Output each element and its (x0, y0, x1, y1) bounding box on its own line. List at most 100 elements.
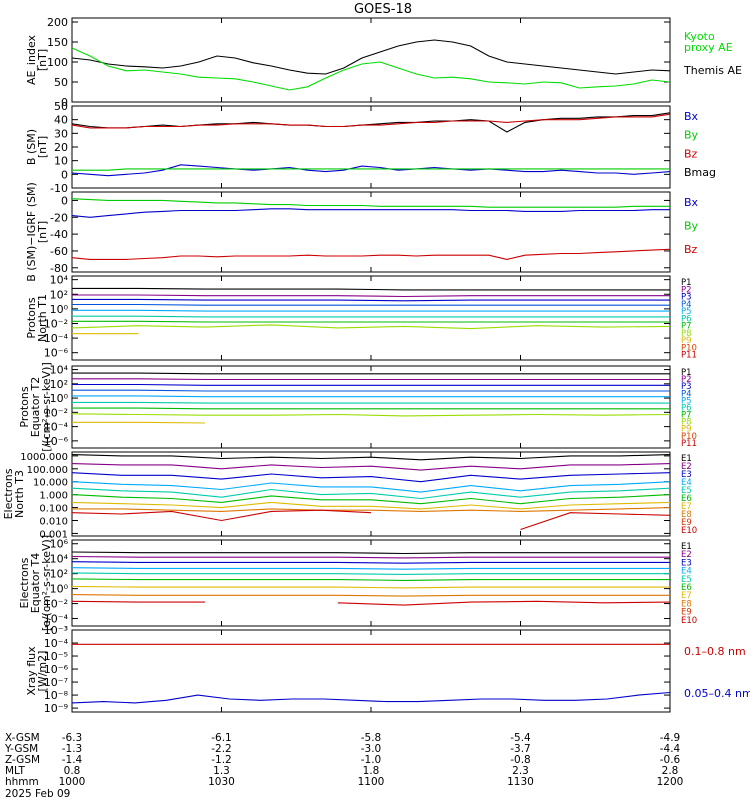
y-axis-label: AE_index (25, 34, 38, 85)
y-tick-label: 10 (54, 155, 68, 168)
footer-cell-hhmm: 1030 (208, 776, 235, 788)
legend-item: E1 (681, 454, 692, 464)
y-tick-label: 10⁶ (50, 538, 69, 551)
series-line-ee-E9 (71, 600, 671, 606)
footer-cell-y: -3.7 (510, 743, 531, 755)
series-line-pn-P4 (72, 303, 670, 306)
legend-item: E4 (681, 567, 692, 577)
legend-item: Bx (684, 110, 699, 123)
footer-cell-hhmm: 1000 (59, 776, 86, 788)
legend-item: E6 (681, 494, 692, 504)
y-axis-label: [nT] (36, 136, 49, 158)
y-axis-label: Electrons (18, 557, 31, 608)
legend-item: 0.1–0.8 nm (684, 645, 746, 658)
y-tick-label: 10² (50, 288, 68, 301)
series-line-bigrf-Bz (71, 248, 671, 260)
y-axis-label: Protons (18, 386, 31, 427)
y-tick-label: 150 (47, 36, 68, 49)
series-line-ee-E8 (71, 594, 670, 597)
legend-item: P5 (681, 396, 692, 406)
series-line-pn-P7 (72, 320, 670, 323)
series-line-pe-P8 (71, 413, 671, 417)
footer-cell-hhmm: 1130 (507, 776, 534, 788)
series-line-ee-E2 (71, 555, 670, 559)
legend-item: By (684, 220, 699, 233)
series-line-en-E1 (71, 454, 671, 461)
y-tick-label: 0.010 (39, 516, 68, 527)
y-axis-label: North T3 (13, 470, 26, 518)
y-tick-label: 10.000 (33, 478, 68, 489)
y-tick-label: 0 (61, 194, 68, 207)
y-axis-label: [nT] (36, 221, 49, 243)
footer-row-label: Z-GSM (5, 754, 40, 766)
legend-item: P2 (681, 285, 692, 295)
series-line-ae-Themis-AE (71, 39, 671, 75)
legend-item: Kyoto (684, 30, 715, 43)
legend-item: E8 (681, 599, 692, 609)
y-tick-label: 10⁻⁶ (44, 435, 69, 448)
y-tick-label: 10⁻⁶ (44, 663, 69, 676)
footer-cell-mlt: 0.8 (64, 765, 81, 777)
plot-title: GOES-18 (354, 2, 412, 17)
series-line-bsm-Bz (71, 113, 671, 129)
series-line-ee-E4 (71, 567, 670, 570)
y-tick-label: 10⁴ (50, 274, 69, 287)
series-line-pe-P1 (72, 372, 670, 375)
legend-item: P11 (681, 351, 697, 361)
series-line-pe-P4 (72, 389, 670, 392)
footer-cell-y: -3.0 (361, 743, 382, 755)
y-axis-label: Electrons (2, 468, 15, 519)
legend-item: P11 (681, 439, 697, 449)
footer-cell-x: -5.4 (510, 732, 531, 744)
legend-item: P5 (681, 307, 692, 317)
series-line-en-E7 (71, 501, 671, 510)
y-axis-label: [e/(cm²-s-sr-keV)] (40, 535, 53, 631)
y-tick-label: 10⁻³ (44, 624, 68, 637)
y-tick-label: 40 (54, 114, 68, 127)
footer-cell-hhmm: 1200 (657, 776, 684, 788)
y-tick-label: 10⁴ (50, 553, 69, 566)
series-line-ee-E7 (71, 585, 670, 589)
panel-frame (71, 365, 671, 449)
footer-cell-x: -4.9 (660, 732, 681, 744)
y-tick-label: -10 (50, 182, 68, 195)
y-axis-label: Equator T2 (29, 377, 42, 437)
legend-item: P3 (681, 293, 692, 303)
legend-item: P7 (681, 411, 692, 421)
legend-item: P8 (681, 418, 692, 428)
series-line-en-E2 (71, 463, 671, 471)
legend-item: P1 (681, 278, 692, 288)
legend-item: E8 (681, 510, 692, 520)
y-tick-label: 10⁻² (44, 406, 68, 419)
series-line-ee-E1 (71, 551, 670, 555)
y-axis-label: Protons (25, 297, 38, 338)
y-tick-label: 10⁻² (44, 598, 68, 611)
series-line-en-E3 (71, 472, 671, 483)
legend-item: E9 (681, 518, 692, 528)
legend-item: P6 (681, 403, 692, 413)
series-line-pn-P6 (72, 315, 670, 318)
panel-xray: 10⁻³10⁻⁴10⁻⁵10⁻⁶10⁻⁷10⁻⁸10⁻⁹ Xray flux[W/… (25, 624, 750, 715)
footer-cell-mlt: 1.3 (213, 765, 230, 777)
series-line-pn-P3 (72, 298, 670, 302)
y-tick-label: 0 (61, 96, 68, 109)
legend-item: P3 (681, 382, 692, 392)
legend-item: 0.05–0.4 nm (684, 687, 750, 700)
y-tick-label: 1.000 (39, 491, 68, 502)
footer-cell-z: -1.0 (361, 754, 382, 766)
legend-item: P4 (681, 300, 692, 310)
series-line-pn-P8 (71, 324, 671, 330)
legend-item: P9 (681, 425, 692, 435)
y-axis-label: Equator T4 (29, 553, 42, 613)
series-line-en-E5 (71, 487, 671, 500)
series-line-pe-P5 (72, 395, 670, 398)
footer-cell-mlt: 2.3 (512, 765, 529, 777)
y-tick-label: 10⁻⁴ (44, 613, 69, 626)
series-line-en-E6 (71, 494, 671, 505)
footer-cell-x: -6.1 (211, 732, 232, 744)
series-line-pe-P3 (72, 383, 670, 386)
y-tick-label: 100 (47, 56, 68, 69)
legend-item: P10 (681, 432, 697, 442)
legend-item: E10 (681, 526, 697, 536)
